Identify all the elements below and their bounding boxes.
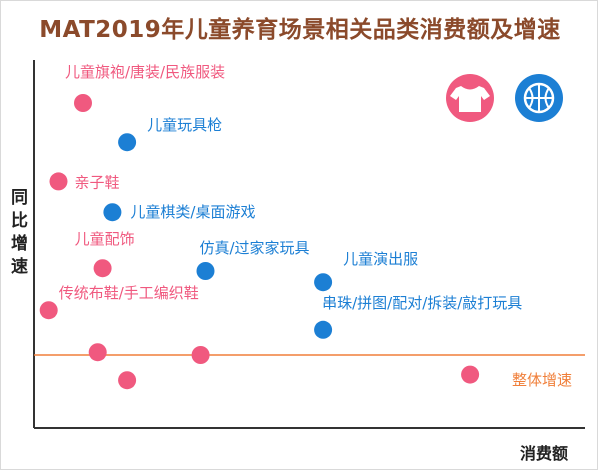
data-point-label: 传统布鞋/手工编织鞋	[59, 284, 199, 302]
data-point-label: 串珠/拼图/配对/拆装/敲打玩具	[322, 294, 522, 312]
data-point	[314, 320, 333, 339]
data-point	[314, 273, 333, 292]
data-point	[93, 259, 112, 278]
data-point	[103, 203, 122, 222]
data-point	[39, 301, 58, 320]
tshirt-icon	[446, 74, 494, 122]
y-axis-label: 同比增速	[7, 188, 27, 280]
data-point-label: 儿童演出服	[343, 250, 418, 268]
data-point	[74, 94, 92, 112]
basketball-icon	[515, 74, 563, 122]
data-point-label: 仿真/过家家玩具	[200, 239, 310, 257]
data-point	[49, 172, 68, 191]
data-point-label: 儿童旗袍/唐装/民族服装	[65, 63, 225, 81]
x-axis-label: 消费额	[520, 444, 569, 463]
data-point-label: 儿童配饰	[75, 230, 135, 248]
data-point	[191, 346, 210, 364]
data-point	[196, 262, 215, 280]
data-point	[118, 133, 137, 152]
chart-title: MAT2019年儿童养育场景相关品类消费额及增速	[39, 17, 561, 43]
data-point-label: 儿童玩具枪	[147, 116, 222, 134]
data-point-label: 儿童棋类/桌面游戏	[130, 203, 255, 221]
data-point	[461, 365, 480, 384]
data-point	[118, 371, 137, 390]
data-point-label: 亲子鞋	[75, 173, 120, 191]
data-point	[88, 343, 107, 362]
reference-line-label: 整体增速	[512, 371, 572, 389]
